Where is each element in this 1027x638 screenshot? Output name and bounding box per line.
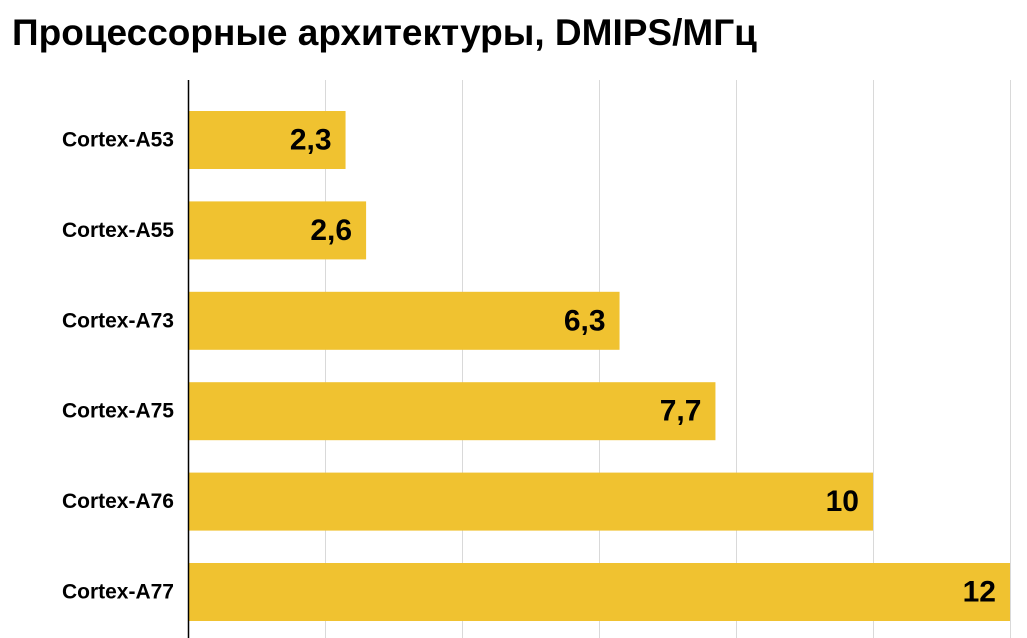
chart-title: Процессорные архитектуры, DMIPS/МГц xyxy=(12,12,757,53)
labels: Cortex-A53 2,3 Cortex-A55 2,6 Cortex-A73 6,3 C… xyxy=(62,80,996,638)
value-label: 12 xyxy=(963,576,996,609)
value-label: 6,3 xyxy=(564,304,606,337)
bar-cortex-a77 xyxy=(188,563,1010,621)
category-label: Cortex-A77 xyxy=(62,581,174,604)
value-label: 7,7 xyxy=(660,395,702,428)
bar-cortex-a53 xyxy=(188,111,346,169)
bar-cortex-a76 xyxy=(188,472,873,531)
value-label: 2,6 xyxy=(310,214,352,247)
bar-cortex-a75 xyxy=(188,382,716,441)
bar-cortex-a73 xyxy=(188,291,620,350)
category-label: Cortex-A55 xyxy=(62,219,174,242)
value-label: 2,3 xyxy=(290,124,332,157)
value-label: 10 xyxy=(826,485,859,518)
category-label: Cortex-A53 xyxy=(62,129,174,152)
bar-cortex-a55 xyxy=(188,201,367,260)
category-label: Cortex-A75 xyxy=(62,400,174,423)
bars xyxy=(188,111,1010,621)
grid-lines xyxy=(325,80,1011,638)
category-label: Cortex-A76 xyxy=(62,490,174,513)
category-label: Cortex-A73 xyxy=(62,309,174,332)
